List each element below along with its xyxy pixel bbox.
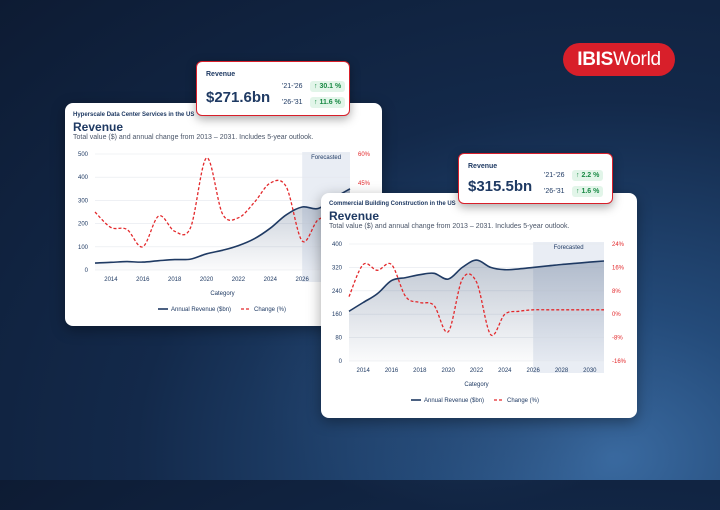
stat-value: $315.5bn bbox=[468, 178, 533, 195]
series-line-change bbox=[94, 157, 351, 248]
x-tick-label: 2022 bbox=[470, 368, 484, 374]
x-tick-label: 2024 bbox=[498, 368, 512, 374]
y2-tick-label: 24% bbox=[612, 242, 625, 248]
legend-label-change: Change (%) bbox=[507, 398, 539, 404]
y-tick-label: 200 bbox=[78, 222, 89, 228]
chart-card-commercial: Commercial Building Construction in the … bbox=[321, 193, 637, 418]
x-tick-label: 2024 bbox=[264, 277, 278, 283]
x-tick-label: 2016 bbox=[136, 277, 150, 283]
stat-row: '21-'26 ↑ 30.1 % bbox=[282, 81, 346, 92]
stat-value: $271.6bn bbox=[206, 89, 271, 106]
y-tick-label: 160 bbox=[332, 312, 343, 318]
y2-tick-label: 45% bbox=[358, 181, 371, 187]
revenue-area bbox=[349, 260, 604, 361]
series-line-revenue bbox=[94, 188, 351, 264]
card-description: Total value ($) and annual change from 2… bbox=[73, 134, 314, 141]
x-tick-label: 2028 bbox=[555, 368, 569, 374]
stat-period: '21-'26 bbox=[282, 83, 303, 90]
y2-tick-label: -16% bbox=[612, 359, 627, 365]
x-tick-label: 2016 bbox=[385, 368, 399, 374]
y-tick-label: 0 bbox=[339, 359, 343, 365]
stat-period: '26-'31 bbox=[544, 188, 565, 195]
y-tick-label: 0 bbox=[85, 268, 89, 274]
x-tick-label: 2018 bbox=[168, 277, 182, 283]
legend-label-revenue: Annual Revenue ($bn) bbox=[424, 398, 484, 404]
stat-row: '21-'26 ↑ 2.2 % bbox=[544, 170, 604, 181]
x-tick-label: 2026 bbox=[526, 368, 540, 374]
stat-period: '21-'26 bbox=[544, 172, 565, 179]
x-tick-label: 2026 bbox=[296, 277, 310, 283]
x-axis-label: Category bbox=[464, 382, 488, 388]
y-tick-label: 400 bbox=[332, 242, 343, 248]
x-tick-label: 2020 bbox=[200, 277, 214, 283]
y-tick-label: 100 bbox=[78, 245, 89, 251]
forecast-label: Forecasted bbox=[554, 245, 584, 251]
card-title: Revenue bbox=[329, 209, 380, 223]
x-tick-label: 2014 bbox=[356, 368, 370, 374]
y-tick-label: 400 bbox=[78, 175, 89, 181]
y-tick-label: 240 bbox=[332, 289, 343, 295]
legend-label-revenue: Annual Revenue ($bn) bbox=[171, 307, 231, 313]
card-title: Revenue bbox=[73, 120, 124, 134]
x-tick-label: 2022 bbox=[232, 277, 246, 283]
y2-tick-label: 8% bbox=[612, 289, 621, 295]
revenue-chart-commercial: Forecasted 0 80 160 240 320 400 24% 16% 8% 0% -8% -1… bbox=[332, 242, 627, 404]
y-tick-label: 320 bbox=[332, 265, 343, 271]
y2-tick-label: 16% bbox=[612, 265, 625, 271]
y-tick-label: 80 bbox=[335, 336, 342, 342]
change-badge: ↑ 30.1 % bbox=[310, 81, 346, 92]
revenue-stat-box-commercial: Revenue $315.5bn '21-'26 ↑ 2.2 % '26-'31… bbox=[458, 153, 613, 204]
ibisworld-logo: IBIS World bbox=[563, 43, 675, 76]
change-badge: ↑ 11.6 % bbox=[310, 97, 345, 108]
stat-period: '26-'31 bbox=[282, 99, 303, 106]
y2-tick-label: 60% bbox=[358, 152, 371, 158]
stat-label: Revenue bbox=[468, 163, 498, 170]
x-axis-label: Category bbox=[210, 291, 234, 297]
stat-row: '26-'31 ↑ 11.6 % bbox=[282, 97, 345, 108]
y2-tick-label: -8% bbox=[612, 336, 623, 342]
y-tick-label: 300 bbox=[78, 198, 89, 204]
stat-row: '26-'31 ↑ 1.6 % bbox=[544, 186, 604, 197]
legend-label-change: Change (%) bbox=[254, 307, 286, 313]
x-tick-label: 2020 bbox=[441, 368, 455, 374]
revenue-stat-box-hyperscale: Revenue $271.6bn '21-'26 ↑ 30.1 % '26-'3… bbox=[196, 61, 350, 116]
card-subtitle: Hyperscale Data Center Services in the U… bbox=[73, 112, 195, 118]
card-subtitle: Commercial Building Construction in the … bbox=[329, 201, 456, 207]
y-tick-label: 500 bbox=[78, 152, 89, 158]
change-badge: ↑ 1.6 % bbox=[572, 186, 604, 197]
series-line-revenue bbox=[348, 259, 605, 312]
change-badge: ↑ 2.2 % bbox=[572, 170, 604, 181]
card-description: Total value ($) and annual change from 2… bbox=[329, 223, 570, 230]
x-tick-label: 2018 bbox=[413, 368, 427, 374]
y2-tick-label: 0% bbox=[612, 312, 621, 318]
x-tick-label: 2014 bbox=[104, 277, 118, 283]
forecast-label: Forecasted bbox=[311, 155, 341, 161]
stat-label: Revenue bbox=[206, 71, 236, 78]
revenue-area bbox=[95, 188, 350, 270]
series-line-change bbox=[348, 262, 604, 337]
x-tick-label: 2030 bbox=[583, 368, 597, 374]
